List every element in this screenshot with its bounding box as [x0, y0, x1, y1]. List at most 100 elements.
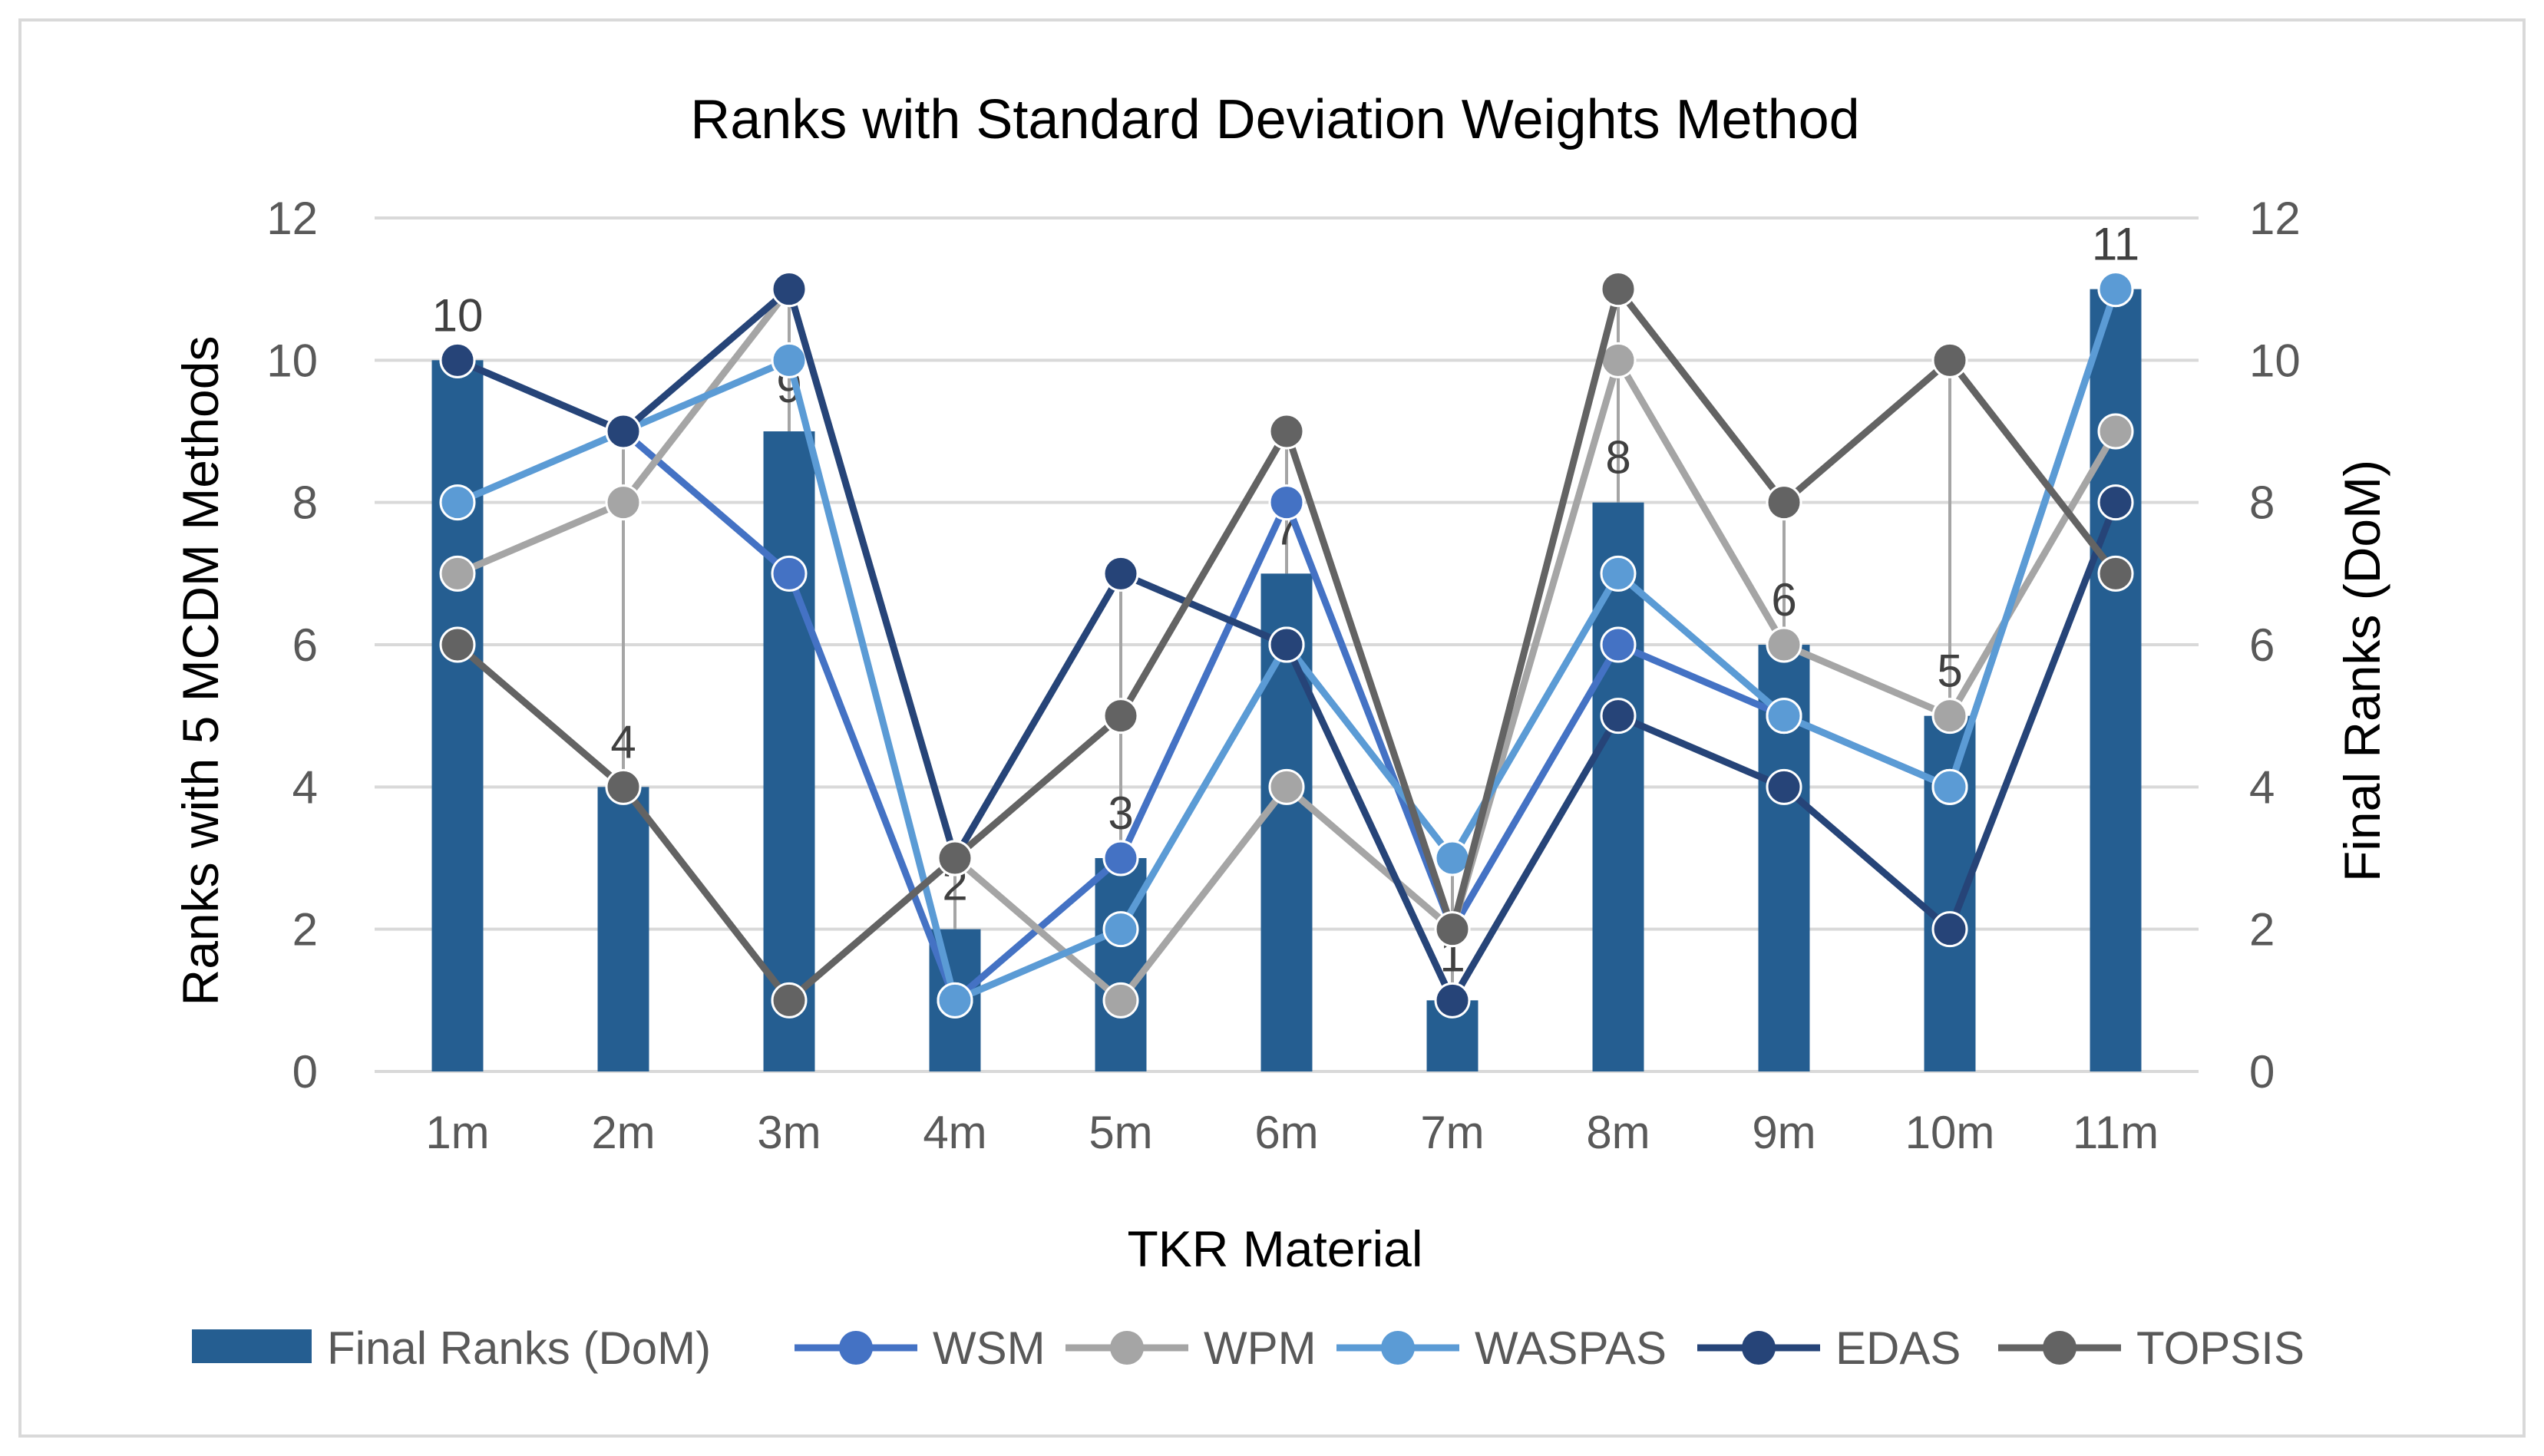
x-tick-label: 3m [757, 1107, 821, 1158]
legend-label: WASPAS [1475, 1322, 1667, 1374]
x-tick-label: 2m [591, 1107, 655, 1158]
series-edas [439, 271, 2134, 1019]
legend-label: Final Ranks (DoM) [327, 1322, 711, 1374]
x-tick-label: 5m [1089, 1107, 1152, 1158]
chart-title: Ranks with Standard Deviation Weights Me… [690, 89, 1859, 150]
legend-swatch-marker [1110, 1331, 1144, 1365]
series-marker [1102, 555, 1139, 592]
series-marker [605, 484, 642, 521]
y2-tick-label: 12 [2249, 193, 2301, 244]
y2-axis-title: Final Ranks (DoM) [2334, 460, 2390, 882]
bar-data-label: 6 [1771, 574, 1796, 626]
y2-tick-label: 0 [2249, 1046, 2275, 1098]
series-marker [771, 342, 808, 378]
series-marker [771, 271, 808, 308]
bar-data-label: 11 [2092, 219, 2139, 270]
series-marker [1766, 484, 1802, 521]
bar [2090, 289, 2142, 1072]
series-marker [1434, 982, 1471, 1019]
legend-label: TOPSIS [2136, 1322, 2304, 1374]
legend: Final Ranks (DoM) WSM WPM WASPAS EDAS TOPSIS [192, 1322, 2304, 1374]
legend-label: WSM [933, 1322, 1046, 1374]
series-marker [1102, 982, 1139, 1019]
series-marker [439, 342, 476, 378]
series-marker [605, 413, 642, 450]
series-marker [1102, 840, 1139, 877]
legend-swatch-marker [2043, 1331, 2076, 1365]
series-marker [2097, 555, 2134, 592]
series-marker [937, 840, 973, 877]
legend-label: WPM [1204, 1322, 1317, 1374]
series-marker [1102, 911, 1139, 948]
x-tick-label: 8m [1586, 1107, 1650, 1158]
x-axis-ticks: 1m 2m 3m 4m 5m 6m 7m 8m 9m 10m 11m [425, 1107, 2159, 1158]
bar [763, 431, 815, 1071]
line-series [439, 271, 2134, 1019]
series-marker [1268, 626, 1305, 663]
y-tick-label: 0 [292, 1046, 318, 1098]
y-tick-label: 4 [292, 761, 318, 813]
bar-data-label: 8 [1605, 432, 1630, 484]
legend-swatch-marker [1381, 1331, 1415, 1365]
series-marker [1600, 626, 1637, 663]
bar-data-label: 5 [1937, 645, 1962, 697]
series-marker [1600, 698, 1637, 735]
legend-swatch-marker [839, 1331, 873, 1365]
series-marker [1931, 698, 1968, 735]
series-marker [1600, 555, 1637, 592]
series-marker [1931, 342, 1968, 378]
y-tick-label: 2 [292, 904, 318, 956]
series-marker [1600, 271, 1637, 308]
legend-label: EDAS [1835, 1322, 1961, 1374]
series-marker [1102, 698, 1139, 735]
series-marker [439, 555, 476, 592]
legend-swatch-bar [192, 1329, 312, 1363]
series-marker [771, 555, 808, 592]
y-axis-ticks: 0 2 4 6 8 10 12 [266, 193, 318, 1098]
series-marker [1766, 626, 1802, 663]
series-marker [1931, 911, 1968, 948]
series-marker [2097, 413, 2134, 450]
series-marker [439, 484, 476, 521]
series-marker [2097, 484, 2134, 521]
x-tick-label: 11m [2073, 1107, 2159, 1158]
x-tick-label: 9m [1752, 1107, 1815, 1158]
series-marker [1931, 768, 1968, 805]
series-topsis [439, 271, 2134, 1019]
series-marker [1434, 911, 1471, 948]
chart-frame: Ranks with Standard Deviation Weights Me… [18, 18, 2526, 1438]
y-tick-label: 6 [292, 619, 318, 671]
bar [431, 360, 484, 1071]
y-tick-label: 12 [266, 193, 318, 244]
y2-tick-label: 8 [2249, 477, 2275, 529]
series-marker [1268, 413, 1305, 450]
bar-data-label: 4 [610, 716, 636, 768]
x-tick-label: 7m [1420, 1107, 1484, 1158]
bar-series [431, 289, 2142, 1072]
chart-canvas: Ranks with Standard Deviation Weights Me… [172, 89, 2390, 1374]
y-axis-title: Ranks with 5 MCDM Methods [172, 336, 229, 1006]
series-marker [937, 982, 973, 1019]
series-marker [605, 768, 642, 805]
series-marker [1268, 484, 1305, 521]
x-tick-label: 1m [425, 1107, 489, 1158]
series-marker [1268, 768, 1305, 805]
x-tick-label: 6m [1254, 1107, 1318, 1158]
legend-swatch-marker [1742, 1331, 1776, 1365]
bar [597, 787, 649, 1071]
series-marker [439, 626, 476, 663]
series-marker [1766, 698, 1802, 735]
y2-tick-label: 10 [2249, 335, 2301, 386]
x-axis-title: TKR Material [1127, 1220, 1422, 1277]
bar [1095, 858, 1147, 1071]
bar-data-label: 10 [432, 289, 484, 341]
x-tick-label: 4m [923, 1107, 986, 1158]
series-marker [771, 982, 808, 1019]
y-tick-label: 10 [266, 335, 318, 386]
bar-data-label: 3 [1108, 787, 1133, 839]
y2-tick-label: 6 [2249, 619, 2275, 671]
x-tick-label: 10m [1905, 1107, 1995, 1158]
y2-axis-ticks: 0 2 4 6 8 10 12 [2249, 193, 2301, 1098]
y2-tick-label: 4 [2249, 761, 2275, 813]
y-tick-label: 8 [292, 477, 318, 529]
